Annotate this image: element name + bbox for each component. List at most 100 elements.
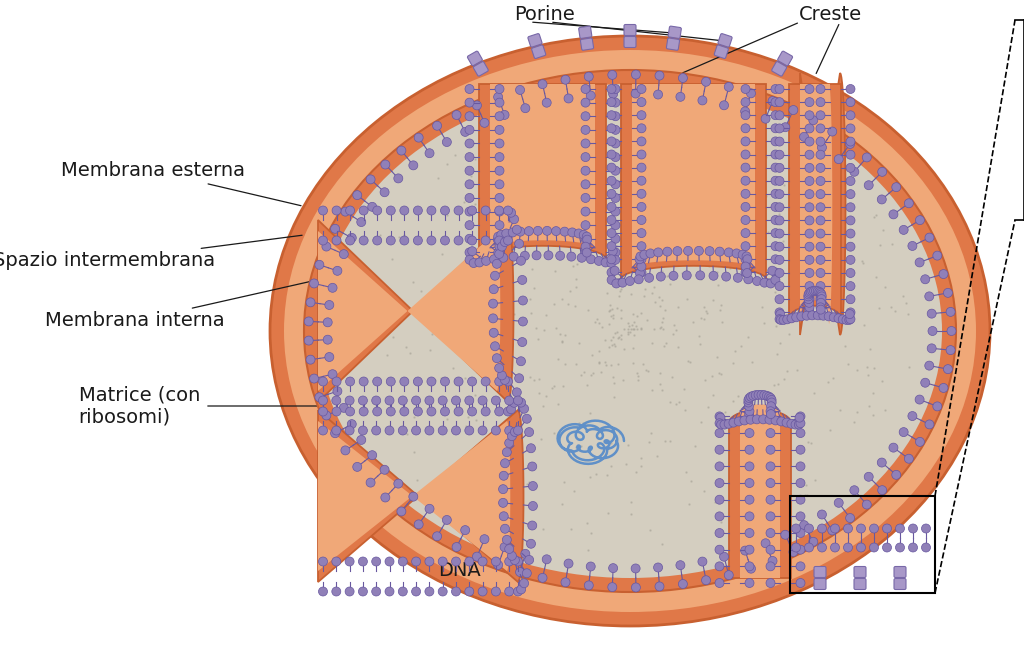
Circle shape xyxy=(454,377,463,386)
Circle shape xyxy=(341,446,350,455)
Circle shape xyxy=(425,426,434,435)
Circle shape xyxy=(492,396,501,405)
Circle shape xyxy=(398,426,408,435)
Circle shape xyxy=(741,202,750,212)
Circle shape xyxy=(508,551,516,561)
Circle shape xyxy=(792,313,801,322)
Circle shape xyxy=(724,419,733,428)
Circle shape xyxy=(611,248,620,257)
Circle shape xyxy=(775,203,784,212)
Circle shape xyxy=(488,299,498,308)
Circle shape xyxy=(742,252,751,261)
Circle shape xyxy=(607,110,616,120)
Polygon shape xyxy=(318,410,523,582)
Circle shape xyxy=(740,546,750,555)
Circle shape xyxy=(653,90,663,99)
Circle shape xyxy=(440,206,450,215)
Circle shape xyxy=(372,426,381,435)
Circle shape xyxy=(347,233,356,243)
Circle shape xyxy=(501,524,510,533)
FancyBboxPatch shape xyxy=(814,578,826,590)
Circle shape xyxy=(771,242,780,251)
Circle shape xyxy=(495,249,504,258)
Circle shape xyxy=(883,543,892,552)
Circle shape xyxy=(869,543,879,552)
Circle shape xyxy=(611,234,620,243)
Circle shape xyxy=(481,206,490,215)
FancyBboxPatch shape xyxy=(715,45,728,58)
Circle shape xyxy=(776,315,785,325)
Circle shape xyxy=(805,176,814,186)
Circle shape xyxy=(607,258,615,268)
Circle shape xyxy=(494,232,503,241)
Circle shape xyxy=(771,268,780,277)
Circle shape xyxy=(427,377,436,386)
Circle shape xyxy=(637,202,646,212)
Circle shape xyxy=(759,415,768,424)
Ellipse shape xyxy=(284,50,976,612)
Circle shape xyxy=(745,495,754,504)
Circle shape xyxy=(494,561,503,570)
Circle shape xyxy=(516,256,525,265)
Circle shape xyxy=(741,110,750,120)
Circle shape xyxy=(761,114,770,123)
Circle shape xyxy=(771,189,780,198)
Circle shape xyxy=(465,255,474,264)
Circle shape xyxy=(775,295,784,304)
Circle shape xyxy=(741,163,750,172)
Circle shape xyxy=(499,253,508,262)
Circle shape xyxy=(878,486,887,494)
Circle shape xyxy=(442,516,452,524)
Circle shape xyxy=(850,167,859,176)
Circle shape xyxy=(481,407,490,416)
Circle shape xyxy=(332,377,341,386)
Circle shape xyxy=(495,98,504,107)
Circle shape xyxy=(835,498,843,508)
Circle shape xyxy=(328,369,337,379)
Circle shape xyxy=(626,276,635,286)
Circle shape xyxy=(427,206,436,215)
Circle shape xyxy=(637,137,646,146)
Circle shape xyxy=(513,396,522,405)
Circle shape xyxy=(805,308,814,317)
Circle shape xyxy=(608,89,617,98)
Circle shape xyxy=(943,365,952,373)
Circle shape xyxy=(611,85,620,93)
Circle shape xyxy=(339,403,348,412)
Circle shape xyxy=(846,111,855,120)
Circle shape xyxy=(724,83,733,91)
Circle shape xyxy=(817,524,826,533)
Circle shape xyxy=(715,495,724,504)
Circle shape xyxy=(791,420,800,429)
Circle shape xyxy=(516,227,525,236)
Circle shape xyxy=(492,557,501,566)
Circle shape xyxy=(741,268,750,277)
FancyBboxPatch shape xyxy=(669,26,681,38)
Circle shape xyxy=(438,557,447,566)
Circle shape xyxy=(775,255,784,264)
Circle shape xyxy=(715,578,724,588)
Circle shape xyxy=(771,416,780,425)
Circle shape xyxy=(830,543,840,552)
Circle shape xyxy=(505,545,514,553)
Circle shape xyxy=(805,124,814,133)
Circle shape xyxy=(306,298,315,307)
Circle shape xyxy=(805,150,814,159)
Circle shape xyxy=(526,539,536,548)
Circle shape xyxy=(468,236,476,245)
Circle shape xyxy=(796,578,805,588)
Circle shape xyxy=(309,279,318,288)
Circle shape xyxy=(816,268,825,278)
Circle shape xyxy=(741,254,750,264)
Text: Membrana interna: Membrana interna xyxy=(45,280,316,330)
Circle shape xyxy=(386,236,395,245)
Circle shape xyxy=(634,275,643,284)
Circle shape xyxy=(744,393,754,403)
Circle shape xyxy=(846,308,855,317)
Circle shape xyxy=(512,388,521,397)
Circle shape xyxy=(815,288,823,296)
Circle shape xyxy=(397,507,406,516)
Circle shape xyxy=(846,150,855,159)
Circle shape xyxy=(495,236,504,245)
Circle shape xyxy=(795,413,804,422)
